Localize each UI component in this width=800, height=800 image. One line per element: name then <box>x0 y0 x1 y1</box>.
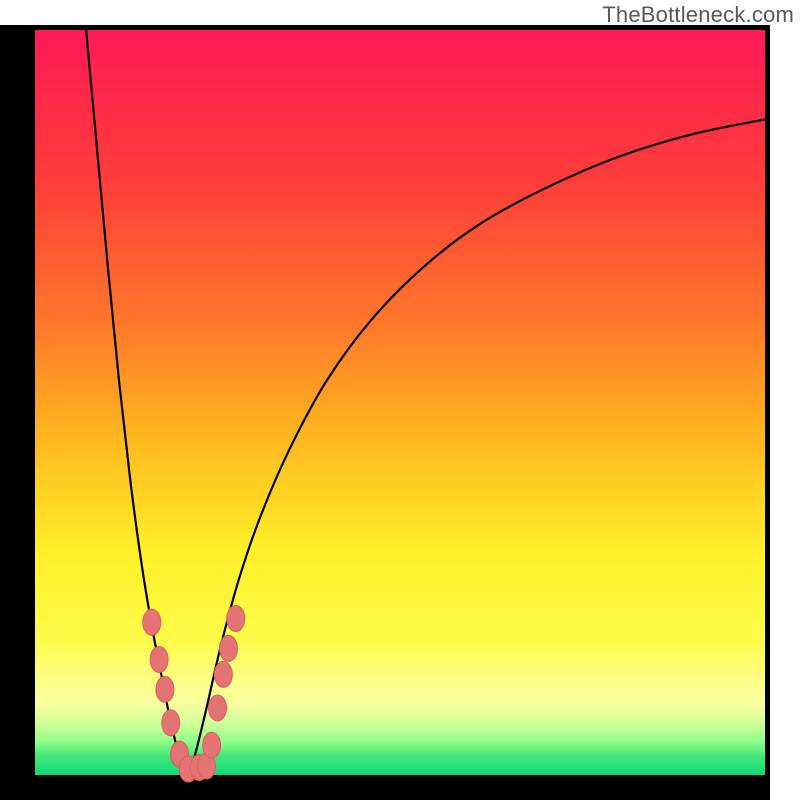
data-marker <box>162 710 180 736</box>
figure-root: TheBottleneck.com <box>0 0 800 800</box>
bottleneck-chart <box>0 0 800 800</box>
data-marker <box>150 647 168 673</box>
data-marker <box>203 732 221 758</box>
data-marker <box>143 609 161 635</box>
data-marker <box>209 695 227 721</box>
data-marker <box>214 661 232 687</box>
data-marker <box>227 606 245 632</box>
data-marker <box>219 635 237 661</box>
plot-background <box>35 30 765 775</box>
data-marker <box>156 676 174 702</box>
